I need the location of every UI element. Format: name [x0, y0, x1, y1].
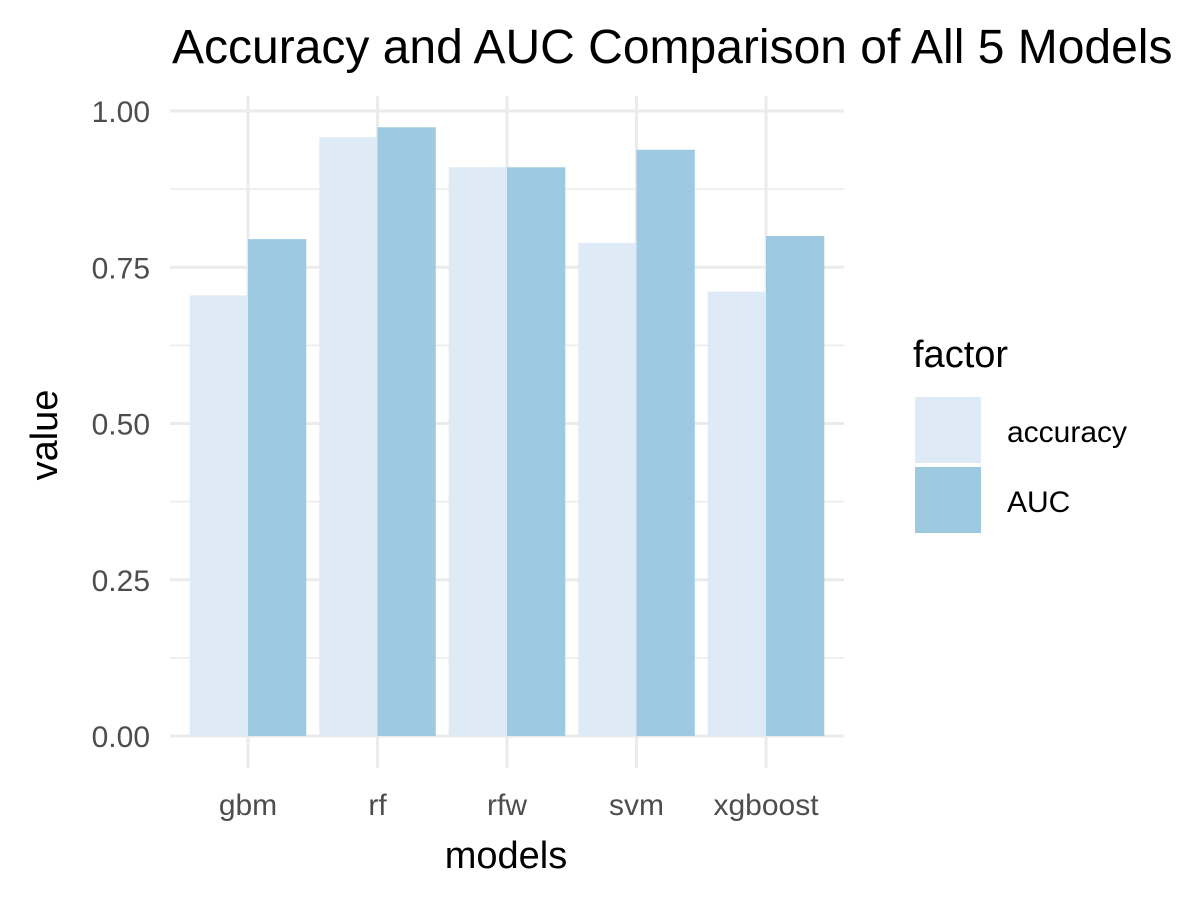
- x-tick-label: svm: [609, 789, 664, 822]
- legend-swatch-accuracy: [915, 397, 981, 463]
- bar-accuracy-xgboost: [707, 291, 766, 736]
- bar-auc-rf: [377, 127, 436, 736]
- bar-accuracy-rfw: [448, 167, 507, 736]
- y-axis-label: value: [24, 390, 66, 481]
- bar-accuracy-rf: [319, 137, 378, 736]
- y-tick-label: 0.25: [92, 565, 150, 598]
- x-axis-ticks: gbm rf rfw svm xgboost: [219, 789, 819, 822]
- legend: factor accuracy AUC: [913, 334, 1127, 533]
- legend-label-accuracy: accuracy: [1007, 416, 1127, 449]
- x-axis-label: models: [445, 835, 568, 877]
- chart-title: Accuracy and AUC Comparison of All 5 Mod…: [172, 21, 1172, 74]
- legend-title: factor: [913, 334, 1008, 376]
- y-tick-label: 0.75: [92, 252, 150, 285]
- legend-swatch-auc: [915, 467, 981, 533]
- bar-auc-svm: [636, 149, 695, 736]
- y-axis-ticks: 0.00 0.25 0.50 0.75 1.00: [92, 96, 150, 754]
- bars: [189, 127, 825, 736]
- bar-accuracy-gbm: [189, 295, 248, 736]
- bar-auc-xgboost: [766, 236, 825, 736]
- bar-auc-gbm: [248, 239, 307, 736]
- y-tick-label: 0.50: [92, 409, 150, 442]
- legend-items: accuracy AUC: [915, 397, 1127, 533]
- legend-label-auc: AUC: [1007, 486, 1070, 519]
- x-tick-label: xgboost: [713, 789, 819, 822]
- y-tick-label: 0.00: [92, 721, 150, 754]
- bar-auc-rfw: [507, 167, 566, 736]
- x-tick-label: gbm: [219, 789, 277, 822]
- x-tick-label: rfw: [487, 789, 527, 822]
- y-tick-label: 1.00: [92, 96, 150, 129]
- bar-accuracy-svm: [578, 242, 637, 736]
- x-tick-label: rf: [368, 789, 387, 822]
